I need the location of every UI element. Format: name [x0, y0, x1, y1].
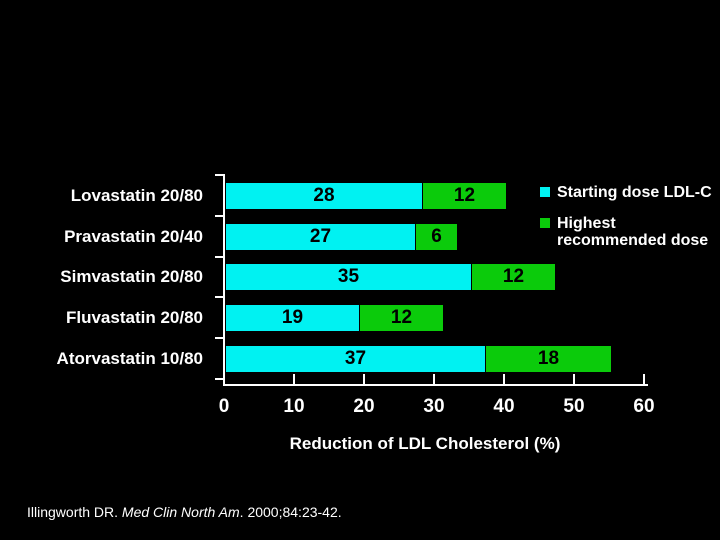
legend-label-highest-dose: Highest recommended dose	[557, 215, 719, 245]
bar-value-label: 35	[337, 266, 360, 288]
category-label: Simvastatin 20/80	[60, 267, 203, 287]
bar-segment-highest-dose: 6	[416, 223, 457, 250]
legend-item-highest-dose: Highest recommended dose	[540, 215, 719, 245]
bar-segment-starting-dose: 27	[226, 223, 415, 250]
bar-segment-highest-dose: 12	[423, 183, 506, 209]
bar-segment-starting-dose: 28	[226, 183, 422, 209]
y-axis-tick	[215, 174, 224, 176]
bar-segment-starting-dose: 37	[226, 345, 485, 372]
x-axis-line	[223, 384, 648, 386]
bar-value-label: 19	[281, 307, 304, 329]
x-axis-title: Reduction of LDL Cholesterol (%)	[289, 434, 561, 453]
x-axis-tick-label: 50	[563, 396, 585, 417]
legend-swatch-green-icon	[540, 218, 550, 228]
x-axis-tick-label: 10	[283, 396, 305, 417]
citation-author: Illingworth DR.	[27, 504, 122, 520]
legend-label-highest-line1: Highest	[557, 215, 616, 232]
y-axis-tick	[215, 337, 224, 340]
bar-value-label: 18	[537, 347, 560, 369]
bar-segment-highest-dose: 18	[486, 345, 611, 372]
x-axis-tick	[433, 374, 435, 385]
category-label: Pravastatin 20/40	[64, 226, 203, 246]
y-axis-tick	[215, 214, 224, 217]
y-axis-tick	[215, 378, 224, 380]
bar-value-label: 12	[502, 266, 525, 288]
source-citation: Illingworth DR. Med Clin North Am. 2000;…	[27, 504, 342, 520]
x-axis-tick-label: 20	[353, 396, 375, 417]
x-axis-tick	[573, 374, 575, 385]
bar-value-label: 37	[344, 347, 367, 369]
legend-label-highest-line2: recommended dose	[557, 232, 709, 245]
x-axis-tick	[503, 374, 505, 385]
citation-journal: Med Clin North Am	[121, 504, 240, 520]
bar-segment-starting-dose: 35	[226, 264, 471, 291]
bar-value-label: 27	[309, 225, 332, 247]
category-label: Fluvastatin 20/80	[65, 308, 203, 328]
bar-segment-starting-dose: 19	[226, 305, 359, 332]
bar-segment-highest-dose: 12	[360, 305, 443, 332]
x-axis-tick	[363, 374, 365, 385]
y-axis-tick	[215, 296, 224, 299]
bar-value-label: 12	[453, 185, 476, 206]
x-axis-tick	[293, 374, 295, 385]
category-label: Lovastatin 20/80	[70, 186, 203, 205]
x-axis-tick-label: 0	[218, 396, 230, 417]
bar-segment-highest-dose: 12	[472, 264, 555, 291]
bar-value-label: 12	[390, 307, 413, 329]
legend-swatch-cyan-icon	[540, 187, 550, 197]
y-axis-tick	[215, 255, 224, 258]
x-axis-tick-label: 30	[423, 396, 445, 417]
x-axis-tick-label: 40	[493, 396, 515, 417]
x-axis-tick	[223, 374, 225, 385]
y-axis-line	[223, 174, 225, 386]
citation-volume-pages: . 2000;84:23-42.	[239, 504, 342, 520]
category-label: Atorvastatin 10/80	[56, 348, 203, 368]
x-axis-tick-label: 60	[633, 396, 655, 417]
x-axis-tick	[643, 374, 645, 385]
bar-value-label: 28	[313, 185, 335, 206]
legend-item-starting-dose: Starting dose LDL-C	[540, 184, 712, 201]
legend-label-starting-dose: Starting dose LDL-C	[557, 184, 712, 201]
bar-value-label: 6	[431, 225, 442, 247]
